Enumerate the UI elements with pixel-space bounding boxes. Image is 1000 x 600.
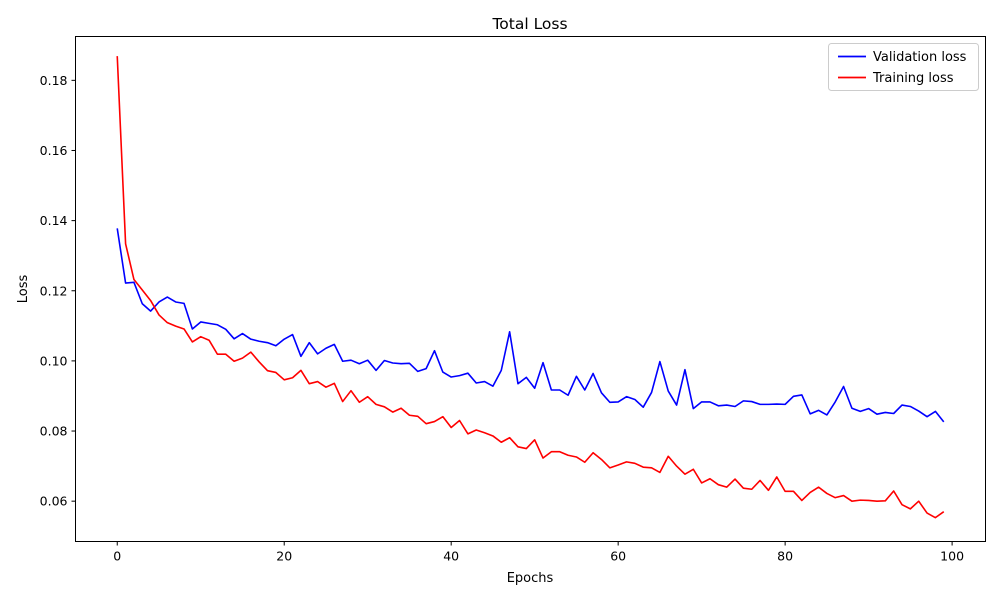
x-axis-label: Epochs	[507, 571, 554, 586]
y-axis: 0.06 0.08 0.10 0.12 0.14 0.16 0.18	[40, 73, 76, 509]
y-tick-label: 0.12	[40, 283, 68, 298]
y-tick-label: 0.10	[40, 353, 68, 368]
legend-label-validation: Validation loss	[873, 50, 967, 65]
x-axis: 0 20 40 60 80 100	[113, 541, 964, 564]
x-tick-label: 100	[940, 549, 964, 564]
legend: Validation loss Training loss	[828, 43, 979, 91]
y-tick-label: 0.08	[40, 424, 68, 439]
legend-frame	[828, 43, 979, 91]
legend-label-training: Training loss	[872, 71, 954, 86]
chart-title: Total Loss	[491, 15, 567, 33]
x-tick-label: 60	[610, 549, 626, 564]
x-tick-label: 80	[777, 549, 793, 564]
y-tick-label: 0.14	[40, 213, 68, 228]
plot-frame	[75, 36, 986, 542]
y-tick-label: 0.16	[40, 143, 68, 158]
x-tick-label: 0	[113, 549, 121, 564]
series-line-training-loss	[116, 56, 945, 519]
y-axis-label: Loss	[16, 275, 31, 304]
x-tick-label: 20	[276, 549, 292, 564]
plot-area	[116, 56, 945, 519]
y-tick-label: 0.06	[40, 494, 68, 509]
x-tick-label: 40	[443, 549, 459, 564]
series-line-validation-loss	[116, 228, 945, 423]
y-tick-label: 0.18	[40, 73, 68, 88]
